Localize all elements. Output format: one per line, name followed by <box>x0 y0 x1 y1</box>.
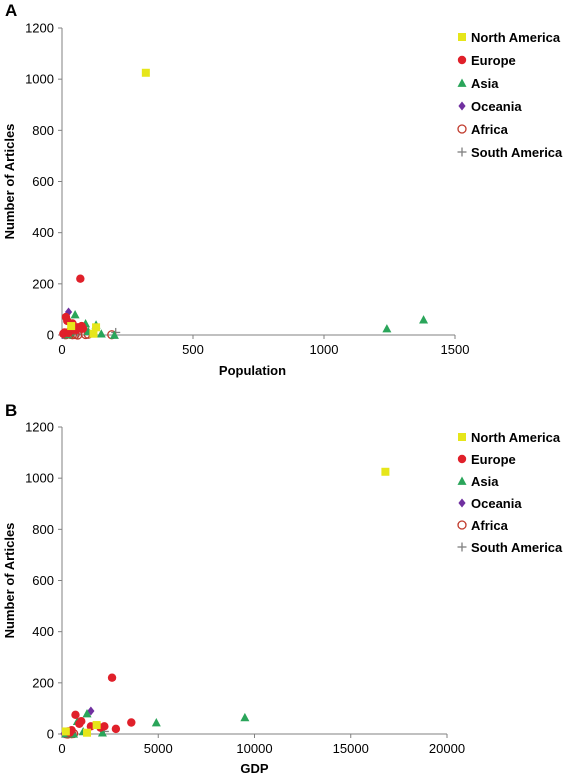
panel-a-legend-marker-south-america <box>457 147 467 157</box>
panel-b-point-europe <box>111 724 121 734</box>
panel-a-letter: A <box>5 1 17 20</box>
panel-a-legend-label-europe: Europe <box>471 53 516 68</box>
panel-b-y-tick-label: 200 <box>32 675 54 690</box>
panel-a-point-asia <box>96 329 106 338</box>
panel-a-legend-marker-oceania <box>458 101 466 111</box>
panel-b-legend-marker-south-america <box>457 542 467 552</box>
panel-b-point-europe <box>107 673 117 682</box>
panel-a-point-north-america <box>141 68 150 77</box>
panel-a-point-north-america <box>67 322 76 331</box>
panel-b-legend-label-asia: Asia <box>471 474 499 489</box>
panel-a-legend-marker-africa <box>457 124 467 134</box>
panel-b-legend-label-oceania: Oceania <box>471 496 522 511</box>
panel-b-point-europe <box>127 718 136 727</box>
panel-b-legend: North America Europe Asia Oceania Africa Sout… <box>457 430 563 555</box>
panel-b-point-north-america <box>92 721 101 730</box>
panel-b-legend-label-south-america: South America <box>471 540 563 555</box>
panel-a-y-tick-label: 600 <box>32 174 54 189</box>
panel-a-point-asia <box>109 330 119 339</box>
panel-a-legend-label-south-america: South America <box>471 145 563 160</box>
panel-a-legend: North America Europe Asia Oceania Africa Sout… <box>457 30 563 160</box>
panel-b-x-tick-label: 5000 <box>144 741 173 756</box>
panel-b-point-asia <box>151 717 161 727</box>
panel-b-x-axis-title: GDP <box>240 761 269 776</box>
panel-b: B 0 200 400 600 800 1000 1200 0 5000 10000 15000 200… <box>2 401 563 776</box>
panel-b-y-tick-label: 1200 <box>25 420 54 435</box>
panel-b-point-europe <box>77 717 86 726</box>
panel-a-point-north-america <box>89 329 98 338</box>
panel-a-legend-marker-north-america <box>458 33 466 41</box>
panel-a-x-axis-title: Population <box>219 363 286 378</box>
panel-b-point-europe <box>71 710 80 720</box>
panel-a-y-axis-title: Number of Articles <box>2 124 17 240</box>
panel-b-x-tick-label: 15000 <box>333 741 369 756</box>
panel-a-legend-label-africa: Africa <box>471 122 509 137</box>
panel-a-y-tick-label: 400 <box>32 225 54 240</box>
panel-a-y-tick-label: 200 <box>32 276 54 291</box>
panel-a-legend-marker-asia <box>457 78 467 87</box>
panel-b-y-axis-title: Number of Articles <box>2 523 17 639</box>
panel-b-legend-label-north-america: North America <box>471 430 561 445</box>
panel-b-point-asia <box>240 712 250 722</box>
panel-b-legend-marker-north-america <box>458 433 466 441</box>
panel-b-letter: B <box>5 401 17 420</box>
panel-b-y-tick-label: 1000 <box>25 471 54 486</box>
panel-b-y-tick-label: 400 <box>32 624 54 639</box>
panel-a-point-asia <box>70 310 80 319</box>
panel-b-legend-marker-asia <box>457 476 467 485</box>
panel-a-legend-label-oceania: Oceania <box>471 99 522 114</box>
panel-a-legend-label-north-america: North America <box>471 30 561 45</box>
panel-a-point-europe <box>77 321 86 331</box>
panel-b-point-north-america <box>61 727 70 736</box>
panel-a-x-tick-label: 1500 <box>441 342 470 357</box>
panel-b-y-tick-label: 0 <box>47 727 54 742</box>
panel-a-legend-marker-europe <box>457 55 467 65</box>
panel-b-point-oceania <box>87 706 95 716</box>
panel-b-legend-marker-oceania <box>458 498 466 508</box>
panel-b-point-north-america <box>381 467 390 476</box>
panel-b-y-tick-label: 600 <box>32 573 54 588</box>
panel-a-y-tick-label: 1000 <box>25 72 54 87</box>
panel-b-point-north-america <box>83 728 92 737</box>
panel-a-point-asia <box>419 315 429 324</box>
panel-a-x-tick-label: 500 <box>182 342 204 357</box>
panel-b-legend-label-europe: Europe <box>471 452 516 467</box>
panel-a-x-tick-label: 1000 <box>310 342 339 357</box>
panel-a-series-north-america <box>67 68 150 338</box>
panel-a-y-tick-label: 1200 <box>25 21 54 36</box>
panel-a-point-europe <box>64 328 73 338</box>
panel-b-series-north-america <box>61 467 390 737</box>
panel-b-point-asia <box>97 728 107 737</box>
panel-a-point-north-america <box>92 323 101 332</box>
panel-a: A 0 200 400 600 800 1000 1200 0 500 1000 1500 Popula… <box>2 1 563 378</box>
panel-b-x-tick-label: 20000 <box>429 741 465 756</box>
panel-b-legend-label-africa: Africa <box>471 518 509 533</box>
panel-a-point-asia <box>382 324 392 333</box>
panel-b-x-tick-label: 10000 <box>236 741 272 756</box>
panel-a-y-tick-label: 800 <box>32 123 54 138</box>
panel-b-point-asia <box>82 709 92 718</box>
panel-a-legend-label-asia: Asia <box>471 76 499 91</box>
panel-b-legend-marker-europe <box>457 454 467 464</box>
panel-b-legend-marker-africa <box>457 520 467 530</box>
panel-a-x-tick-label: 0 <box>58 342 65 357</box>
panel-a-point-europe <box>76 274 85 283</box>
panel-b-y-tick-label: 800 <box>32 522 54 537</box>
panel-a-y-tick-label: 0 <box>47 328 54 343</box>
panel-b-x-tick-label: 0 <box>58 741 65 756</box>
